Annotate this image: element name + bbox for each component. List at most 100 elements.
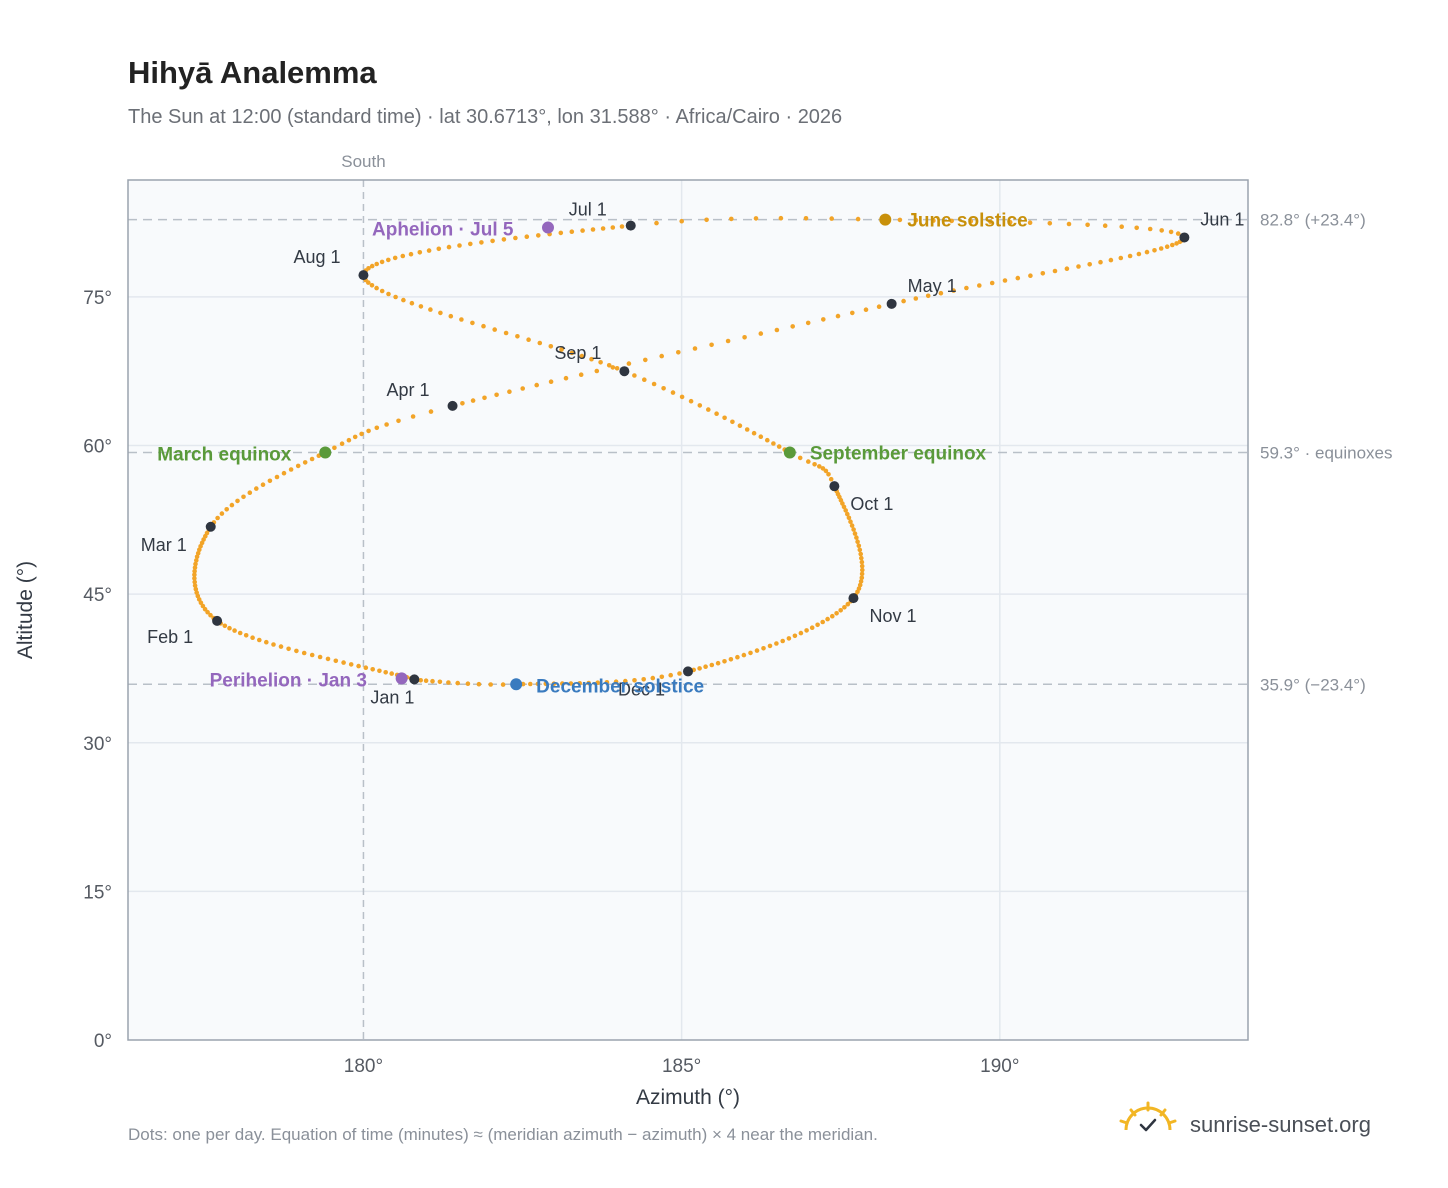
day-dot <box>774 641 779 646</box>
month-marker <box>447 400 458 411</box>
day-dot <box>348 662 354 667</box>
day-dot <box>418 304 424 309</box>
day-dot <box>232 628 237 633</box>
reference-line-label: 59.3° · equinoxes <box>1260 443 1393 462</box>
day-dot <box>843 508 848 513</box>
day-dot <box>594 368 600 374</box>
day-dot <box>560 681 565 686</box>
day-dot <box>193 586 199 592</box>
day-dot <box>438 310 443 316</box>
day-dot <box>817 464 822 469</box>
day-dot <box>692 346 698 351</box>
day-dot <box>876 304 882 310</box>
day-dot <box>968 219 974 224</box>
day-dot <box>428 409 434 414</box>
day-dot <box>650 675 656 681</box>
day-dot <box>470 320 475 326</box>
day-dot <box>859 571 865 577</box>
day-dot <box>317 654 323 660</box>
day-dot <box>809 625 815 630</box>
day-dot <box>488 682 494 687</box>
day-dot <box>192 579 197 585</box>
event-marker <box>510 678 523 691</box>
day-dot <box>370 667 376 672</box>
day-dot <box>830 613 835 619</box>
day-dot <box>1119 224 1124 229</box>
day-dot <box>725 338 731 344</box>
day-dot <box>780 638 785 644</box>
month-label: Aug 1 <box>293 247 340 267</box>
day-dot <box>1076 264 1081 269</box>
y-tick-label: 15° <box>83 882 112 903</box>
day-dot <box>722 415 727 421</box>
day-dot <box>352 434 358 440</box>
day-dot <box>577 681 582 686</box>
day-dot <box>742 335 747 340</box>
event-marker <box>319 446 332 459</box>
day-dot <box>250 635 255 640</box>
day-dot <box>536 233 541 238</box>
day-dot <box>803 216 809 221</box>
day-dot <box>295 463 301 469</box>
day-dot <box>1147 226 1153 232</box>
day-dot <box>774 327 780 333</box>
day-dot <box>470 398 476 403</box>
month-markers: Jan 1 Feb 1 Mar 1 Apr 1 May 1 Jun 1 Jul 1 Aug 1… <box>141 200 1245 708</box>
day-dot <box>389 671 395 676</box>
month-marker <box>1179 232 1190 243</box>
day-dot <box>829 216 834 221</box>
day-dot <box>408 251 414 257</box>
day-dot <box>1168 229 1174 235</box>
day-dot <box>325 656 331 662</box>
day-dot <box>465 681 471 686</box>
day-dot <box>1158 246 1164 251</box>
day-dot <box>989 280 995 286</box>
day-dot <box>247 490 253 496</box>
month-label: Dec 1 <box>618 679 665 699</box>
day-dot <box>737 423 743 429</box>
day-dot <box>641 677 646 682</box>
day-dot <box>490 238 495 244</box>
month-label: Jun 1 <box>1200 209 1244 229</box>
day-dot <box>558 230 564 236</box>
day-dot <box>288 467 294 472</box>
day-dot <box>859 563 865 569</box>
day-dot <box>253 486 259 491</box>
day-dot <box>589 356 594 362</box>
day-dot <box>374 425 380 431</box>
day-dot <box>797 455 803 461</box>
day-dot <box>659 674 665 680</box>
day-dot <box>753 216 759 221</box>
day-dot <box>1127 253 1133 259</box>
day-dot <box>535 681 541 687</box>
day-dot <box>448 313 454 319</box>
day-dot <box>857 582 863 588</box>
month-marker <box>212 615 223 626</box>
day-dot <box>481 323 486 329</box>
day-dot <box>194 554 200 560</box>
day-dot <box>227 625 232 631</box>
day-dot <box>857 547 863 553</box>
day-dot <box>302 460 308 465</box>
day-dot <box>436 246 442 252</box>
day-dot <box>632 373 637 378</box>
day-dot <box>386 291 391 297</box>
day-dot <box>688 398 694 404</box>
day-dot <box>494 392 499 398</box>
day-dot <box>426 248 432 253</box>
day-dot <box>856 543 862 549</box>
day-dot <box>860 567 865 573</box>
day-dot <box>786 636 792 641</box>
day-dot <box>697 403 703 408</box>
month-marker <box>886 298 897 309</box>
day-dot <box>845 601 851 607</box>
day-dot <box>377 668 382 674</box>
day-dot <box>798 630 804 636</box>
day-dot <box>849 523 855 528</box>
day-dot <box>386 257 391 263</box>
day-dot <box>237 630 243 636</box>
day-dot <box>309 652 315 658</box>
month-marker <box>409 674 420 685</box>
reference-lines: South 82.8° (+23.4°) 59.3° · equinoxes 35.9… <box>128 152 1393 1040</box>
